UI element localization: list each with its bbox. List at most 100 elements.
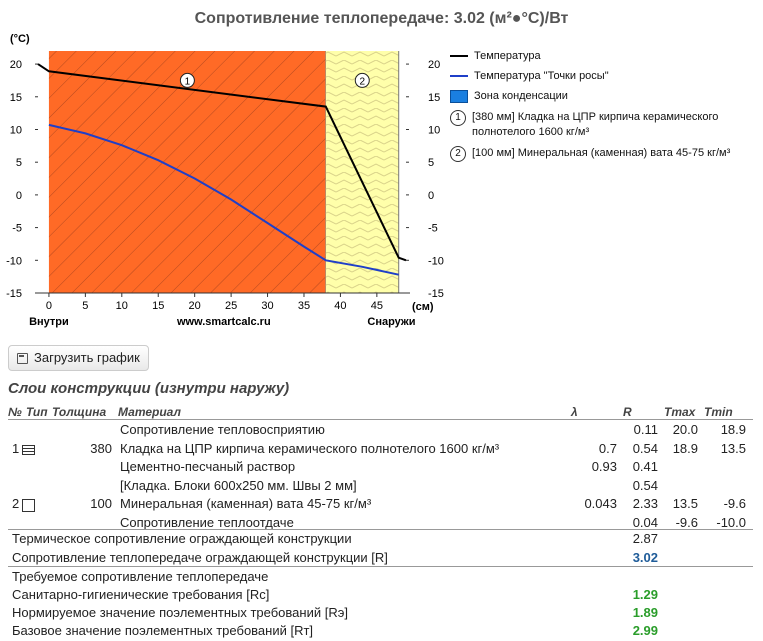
y-tick-label: -5 [12,223,22,235]
total-label: Сопротивление теплопередаче ограждающей … [12,550,388,565]
row-r: 0.04 [632,515,658,530]
row-material: [Кладка. Блоки 600x250 мм. Швы 2 мм] [120,478,357,493]
row-lambda: 0.043 [584,496,617,511]
x-tick-label: 10 [116,300,128,312]
x-tick-label: 15 [152,300,164,312]
row-material: Кладка на ЦПР кирпича керамического полн… [120,441,500,456]
row-number: 1 [12,441,20,456]
x-unit-label: (см) [412,301,434,313]
temperature-chart: 1 2 20 20 15 15 10 10 5 5 0 0 -5 -5 -10 -10 -15 -15 0 5 10 1… [6,33,444,328]
chart-legend: Температура Температура "Точки росы" Зон… [450,48,755,162]
y-tick-label: 20 [10,59,22,71]
row-tmin: -9.6 [723,496,746,511]
layer-marker-1: 1 [450,110,466,126]
y-tick-label: -10 [6,255,22,267]
legend-label: [100 мм] Минеральная (каменная) вата 45-… [472,147,731,159]
legend-swatch [450,89,468,103]
y-tick-label: -15 [6,288,22,300]
row-lambda: 0.7 [598,441,617,456]
row-tmax: -9.6 [675,515,698,530]
row-tmax: 20.0 [672,422,698,437]
legend-label: Зона конденсации [474,90,568,102]
requirement-label: Базовое значение поэлементных требований… [12,623,314,638]
total-label: Термическое сопротивление ограждающей ко… [12,531,352,546]
col-header-tmin: Tmin [704,405,733,419]
col-header-type: Тип [26,405,48,419]
brick-icon [22,445,35,455]
y-tick-label-right: 0 [428,190,434,202]
row-tmin: 13.5 [720,441,746,456]
x-tick-label: 5 [82,300,88,312]
square-icon [22,499,35,512]
row-r: 0.11 [633,422,658,437]
load-chart-label: Загрузить график [34,350,140,365]
row-r: 0.54 [632,441,658,456]
save-icon [17,352,28,364]
layer-marker-text-2: 2 [359,76,365,87]
legend-item-condensation: Зона конденсации [450,88,755,104]
legend-item-layer-2: 2 [100 мм] Минеральная (каменная) вата 4… [450,146,755,162]
y-tick-label-right: -10 [428,255,444,267]
legend-swatch [450,75,468,77]
legend-item-dewpoint: Температура "Точки росы" [450,68,755,84]
layer-pattern-1 [48,51,326,293]
x-tick-label: 25 [225,300,237,312]
requirement-value: 1.29 [632,587,658,602]
total-value: 3.02 [632,550,658,565]
layer-pattern-2 [325,51,399,293]
x-tick-label: 20 [189,300,201,312]
y-tick-label: 15 [10,92,22,104]
col-header-no: № [8,405,22,419]
row-material: Сопротивление теплоотдаче [120,515,294,530]
row-material: Сопротивление тепловосприятию [120,422,325,437]
section-title: Слои конструкции (изнутри наружу) [8,380,290,397]
row-material: Минеральная (каменная) вата 45-75 кг/м³ [120,496,372,511]
col-header-lambda: λ [571,405,578,419]
totals-divider [8,529,753,530]
x-tick-label: 30 [261,300,273,312]
y-tick-label-right: 15 [428,92,440,104]
row-tmin: -10.0 [716,515,746,530]
layer-marker-circle-2 [354,72,370,88]
row-r: 2.33 [632,496,658,511]
header-divider [8,419,753,420]
layer-marker-circle-1 [179,72,195,88]
y-unit-label: (°C) [10,33,30,45]
total-value: 2.87 [632,531,658,546]
row-r: 0.54 [632,478,658,493]
load-chart-button[interactable]: Загрузить график [8,345,149,371]
y-tick-label: 0 [16,190,22,202]
row-thickness: 380 [90,441,112,456]
outside-label: Снаружи [367,316,415,328]
legend-label: [380 мм] Кладка на ЦПР кирпича керамичес… [472,111,719,138]
row-material: Цементно-песчаный раствор [120,459,296,474]
col-header-tmax: Tmax [664,405,696,419]
y-tick-label-right: -15 [428,288,444,300]
col-header-material: Материал [118,405,181,419]
page-title: Сопротивление теплопередаче: 3.02 (м²●°С… [194,10,569,27]
legend-item-layer-1: 1 [380 мм] Кладка на ЦПР кирпича керамич… [450,110,755,140]
row-lambda: 0.93 [591,459,617,474]
temperature-line [37,63,407,262]
requirement-value: 2.99 [632,623,658,638]
y-tick-label-right: 10 [428,124,440,136]
row-tmax: 18.9 [672,441,698,456]
layer-marker-2: 2 [450,146,466,162]
layer-marker-text-1: 1 [185,76,191,87]
y-tick-label-right: 20 [428,59,440,71]
requirement-value: 1.89 [632,605,658,620]
y-tick-label: 10 [10,124,22,136]
x-tick-label: 45 [371,300,383,312]
y-tick-label: 5 [16,157,22,169]
row-number: 2 [12,496,20,511]
requirement-label: Санитарно-гигиенические требования [Rс] [12,587,270,602]
row-thickness: 100 [90,496,112,511]
legend-label: Температура [474,50,541,62]
site-label: www.smartcalc.ru [176,316,271,328]
requirement-label: Нормируемое значение поэлементных требов… [12,605,348,620]
legend-swatch [450,55,468,57]
x-tick-label: 35 [298,300,310,312]
inside-label: Внутри [29,316,69,328]
y-tick-label-right: -5 [428,223,438,235]
legend-label: Температура "Точки росы" [474,70,609,82]
